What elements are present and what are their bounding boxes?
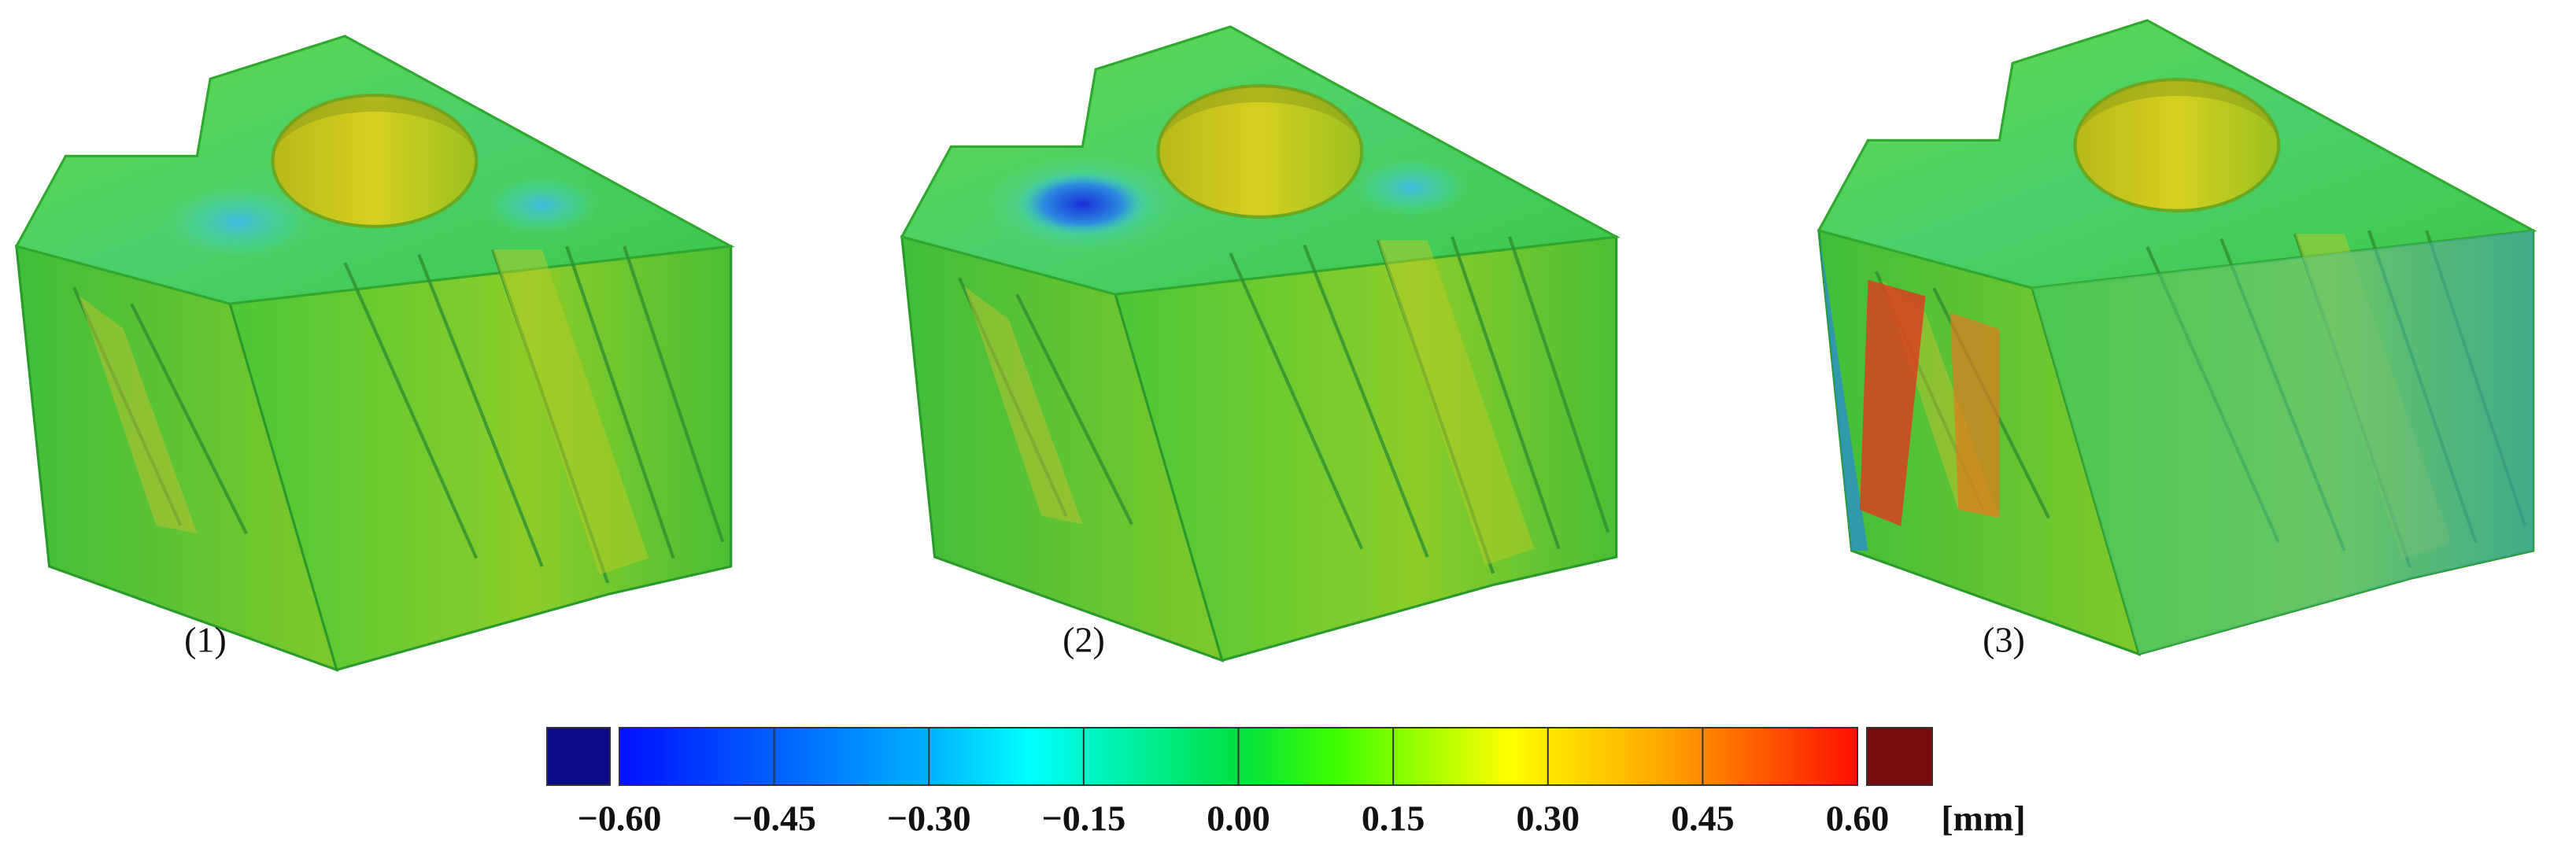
colorbar-tick-label: −0.15 [1042, 799, 1126, 839]
colorbar-tick-label: 0.15 [1362, 799, 1425, 839]
over-range-box [1866, 727, 1933, 786]
colorbar-tick-label: −0.30 [887, 799, 971, 839]
colorbar-tick-label: 0.60 [1826, 799, 1890, 839]
render-1 [17, 36, 731, 670]
panel-label: (3) [1983, 620, 2025, 660]
colorbar-tick-label: −0.60 [578, 799, 662, 839]
unit-label: [mm] [1941, 799, 2025, 839]
colorbar-tick-label: 0.45 [1671, 799, 1735, 839]
colorbar-ticks: −0.60 −0.45 −0.30 −0.15 0.00 0.15 0.30 0.45 0.60 [578, 728, 1890, 839]
under-range-box [546, 727, 611, 786]
colorbar-tick-label: 0.30 [1517, 799, 1580, 839]
render-3 [1819, 20, 2533, 655]
panel-label: (1) [184, 620, 227, 660]
colorbar-tick-label: 0.00 [1207, 799, 1270, 839]
render-2 [902, 27, 1617, 661]
panel-label: (2) [1063, 620, 1105, 660]
colorbar-tick-label: −0.45 [732, 799, 816, 839]
